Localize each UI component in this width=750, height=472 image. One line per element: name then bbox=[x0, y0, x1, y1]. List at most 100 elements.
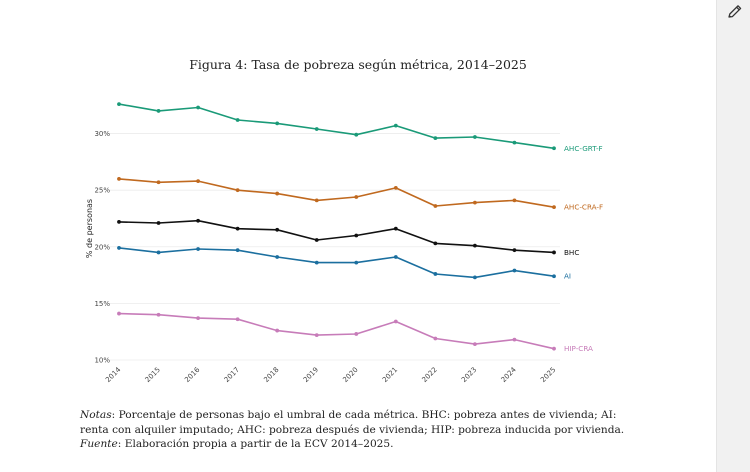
figure-title: Figura 4: Tasa de pobreza según métrica,… bbox=[189, 57, 527, 72]
x-tick-label: 2019 bbox=[302, 366, 320, 384]
notes-paragraph: Notas: Porcentaje de personas bajo el um… bbox=[80, 408, 640, 437]
data-point bbox=[552, 250, 556, 255]
data-point bbox=[314, 127, 319, 131]
data-point bbox=[393, 319, 398, 324]
series-line bbox=[118, 178, 555, 208]
data-point bbox=[235, 118, 240, 122]
data-point bbox=[196, 247, 200, 251]
document-page: Figura 4: Tasa de pobreza según métrica,… bbox=[80, 57, 640, 452]
x-tick-label: 2020 bbox=[341, 366, 359, 384]
data-point bbox=[512, 140, 517, 145]
data-point bbox=[354, 132, 359, 137]
data-point bbox=[156, 312, 161, 317]
data-point bbox=[473, 243, 477, 248]
data-point bbox=[117, 102, 121, 107]
data-point bbox=[314, 238, 319, 242]
figure-notes: Notas: Porcentaje de personas bajo el um… bbox=[80, 408, 640, 452]
data-point bbox=[275, 328, 280, 333]
data-point bbox=[117, 311, 121, 316]
x-tick-label: 2018 bbox=[262, 366, 280, 384]
data-point bbox=[512, 268, 517, 273]
data-point bbox=[433, 336, 438, 341]
data-point bbox=[196, 218, 200, 223]
data-point bbox=[473, 135, 477, 139]
x-tick-label: 2017 bbox=[223, 366, 241, 384]
x-tick-label: 2015 bbox=[144, 366, 162, 384]
data-point bbox=[196, 179, 200, 184]
source-paragraph: Fuente: Elaboración propia a partir de l… bbox=[80, 437, 640, 452]
data-point bbox=[235, 317, 240, 322]
y-tick-label: 10% bbox=[94, 357, 110, 365]
data-point bbox=[473, 275, 477, 280]
x-tick-label: 2016 bbox=[183, 365, 202, 384]
data-point bbox=[512, 198, 517, 203]
data-point bbox=[433, 204, 438, 208]
y-tick-label: 15% bbox=[94, 300, 110, 308]
data-point bbox=[235, 226, 240, 231]
source-text: : Elaboración propia a partir de la ECV … bbox=[117, 438, 394, 450]
data-point bbox=[433, 272, 438, 276]
x-tick-label: 2023 bbox=[460, 366, 478, 384]
data-point bbox=[393, 255, 398, 259]
data-point bbox=[552, 205, 556, 210]
x-tick-label: 2024 bbox=[500, 365, 519, 384]
line-chart: 10% 15% 20% 25% 30% 2014 2015 2016 2017 2018 2019 2… bbox=[85, 102, 603, 384]
x-tick-label: 2025 bbox=[539, 366, 557, 384]
data-point bbox=[314, 333, 319, 337]
data-point bbox=[196, 105, 200, 110]
data-point bbox=[235, 248, 240, 253]
series-label: AI bbox=[564, 272, 571, 281]
data-point bbox=[275, 191, 280, 196]
pencil-icon bbox=[728, 5, 742, 18]
data-point bbox=[156, 221, 161, 225]
data-point bbox=[235, 188, 240, 193]
data-point bbox=[275, 255, 280, 259]
data-point bbox=[393, 123, 398, 128]
data-point bbox=[473, 342, 477, 347]
series-line bbox=[118, 219, 555, 254]
data-point bbox=[354, 260, 359, 265]
series-label: AHC-GRT-F bbox=[564, 144, 603, 153]
series-label: HIP-CRA bbox=[564, 344, 593, 353]
y-tick-label: 30% bbox=[94, 130, 110, 138]
notes-text: : Porcentaje de personas bajo el umbral … bbox=[80, 409, 625, 436]
x-tick-label: 2022 bbox=[421, 366, 439, 384]
series-line bbox=[118, 103, 555, 150]
notes-label: Notas bbox=[80, 409, 112, 421]
series-line bbox=[118, 247, 555, 279]
data-point bbox=[117, 246, 121, 250]
data-point bbox=[552, 346, 556, 351]
y-tick-label: 25% bbox=[94, 187, 110, 195]
data-point bbox=[433, 136, 438, 140]
series-label: AHC-CRA-F bbox=[564, 203, 603, 212]
data-point bbox=[314, 260, 319, 265]
data-point bbox=[354, 233, 359, 238]
y-tick-label: 20% bbox=[94, 243, 110, 251]
data-point bbox=[393, 186, 398, 190]
data-point bbox=[354, 195, 359, 199]
data-point bbox=[117, 176, 121, 181]
data-point bbox=[552, 146, 556, 151]
x-tick-label: 2021 bbox=[381, 366, 399, 384]
data-point bbox=[275, 227, 280, 232]
side-toolbar bbox=[716, 0, 750, 472]
data-point bbox=[314, 198, 319, 203]
data-point bbox=[354, 332, 359, 336]
data-point bbox=[156, 250, 161, 255]
x-tick-label: 2014 bbox=[104, 365, 123, 384]
y-axis-label: % de personas bbox=[85, 199, 94, 258]
data-point bbox=[473, 200, 477, 205]
data-point bbox=[552, 274, 556, 279]
data-point bbox=[156, 109, 161, 113]
data-point bbox=[512, 248, 517, 253]
data-point bbox=[393, 226, 398, 231]
data-point bbox=[512, 337, 517, 342]
data-point bbox=[433, 241, 438, 246]
data-point bbox=[196, 316, 200, 321]
series-label: BHC bbox=[564, 248, 579, 257]
source-label: Fuente bbox=[80, 438, 118, 450]
data-point bbox=[156, 180, 161, 185]
series-line bbox=[118, 312, 555, 350]
data-point bbox=[117, 219, 121, 224]
edit-button[interactable] bbox=[725, 2, 745, 22]
